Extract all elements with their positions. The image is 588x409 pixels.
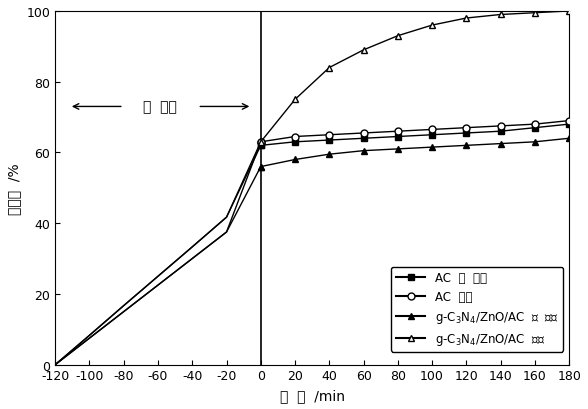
- Text: 暗  吸附: 暗 吸附: [143, 100, 176, 114]
- X-axis label: 时  间  /min: 时 间 /min: [280, 388, 345, 402]
- Legend: AC  暗  吸附, AC  光照, g-C$_3$N$_4$/ZnO/AC  暗  吸附, g-C$_3$N$_4$/ZnO/AC  光照: AC 暗 吸附, AC 光照, g-C$_3$N$_4$/ZnO/AC 暗 吸附…: [391, 267, 563, 352]
- Y-axis label: 去除率  /%: 去除率 /%: [7, 163, 21, 214]
